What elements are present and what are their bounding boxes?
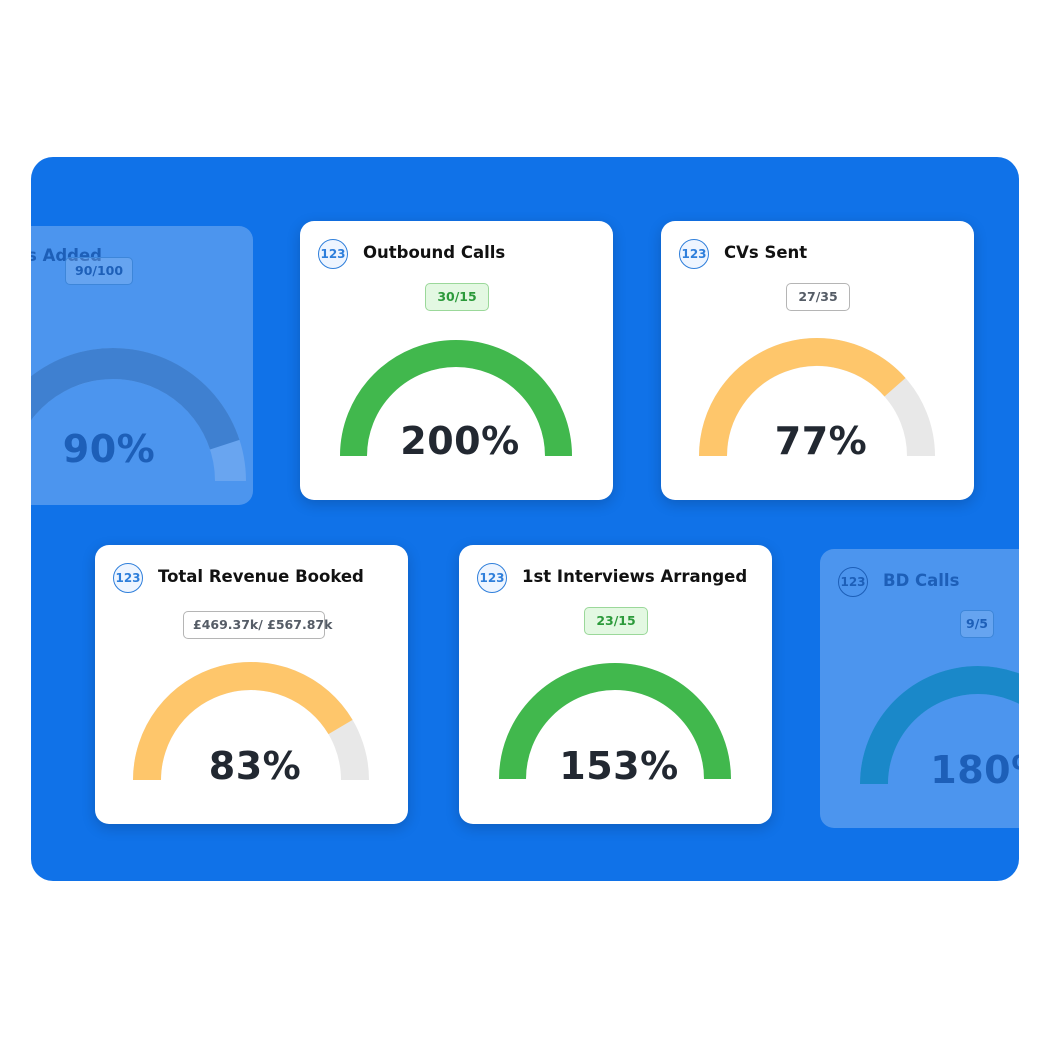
kpi-card-outbound-calls[interactable]: 123 Outbound Calls 30/15 200% bbox=[300, 221, 613, 500]
gauge-fill bbox=[699, 338, 906, 457]
number-metric-icon: 123 bbox=[679, 239, 709, 269]
target-ratio-badge: 27/35 bbox=[786, 283, 850, 311]
number-metric-icon: 123 bbox=[838, 567, 868, 597]
card-title: s Added bbox=[31, 246, 102, 265]
target-ratio-badge: 30/15 bbox=[425, 283, 489, 311]
gauge-fill bbox=[133, 662, 353, 781]
percent-value: 153% bbox=[559, 744, 679, 788]
progress-gauge bbox=[340, 340, 572, 457]
dashboard-panel: s Added 90/100 90% 123 Outbound Calls 30… bbox=[31, 157, 1019, 881]
progress-gauge bbox=[31, 348, 246, 482]
target-ratio-badge: £469.37k/ £567.87k bbox=[183, 611, 332, 639]
percent-value: 90% bbox=[62, 427, 156, 471]
card-title: 1st Interviews Arranged bbox=[522, 567, 748, 586]
target-ratio-badge: 90/100 bbox=[65, 257, 134, 285]
percent-value: 83% bbox=[208, 744, 302, 788]
progress-gauge bbox=[499, 663, 731, 780]
gauge-fill bbox=[499, 663, 731, 780]
gauge-fill bbox=[31, 348, 240, 450]
target-ratio-badge: 9/5 bbox=[960, 610, 994, 638]
card-title: CVs Sent bbox=[724, 243, 808, 262]
kpi-card-bd-calls[interactable]: 123 BD Calls 9/5 180% bbox=[820, 549, 1019, 828]
kpi-card-total-revenue-booked[interactable]: 123 Total Revenue Booked £469.37k/ £567.… bbox=[95, 545, 408, 824]
percent-value: 200% bbox=[400, 419, 520, 463]
number-metric-icon: 123 bbox=[318, 239, 348, 269]
kpi-card-first-interviews-arranged[interactable]: 123 1st Interviews Arranged 23/15 153% bbox=[459, 545, 772, 824]
kpi-card-candidates-added[interactable]: s Added 90/100 90% bbox=[31, 226, 253, 505]
card-title: Total Revenue Booked bbox=[158, 567, 364, 586]
percent-value: 77% bbox=[774, 419, 868, 463]
card-title: Outbound Calls bbox=[363, 243, 506, 262]
progress-gauge bbox=[133, 662, 369, 781]
number-metric-icon: 123 bbox=[477, 563, 507, 593]
target-ratio-badge: 23/15 bbox=[584, 607, 648, 635]
kpi-card-cvs-sent[interactable]: 123 CVs Sent 27/35 77% bbox=[661, 221, 974, 500]
progress-gauge bbox=[699, 338, 935, 457]
progress-gauge bbox=[860, 666, 1019, 785]
gauge-fill bbox=[860, 666, 1019, 785]
card-title: BD Calls bbox=[883, 571, 960, 590]
gauge-fill bbox=[340, 340, 572, 457]
number-metric-icon: 123 bbox=[113, 563, 143, 593]
percent-value: 180% bbox=[930, 748, 1019, 792]
